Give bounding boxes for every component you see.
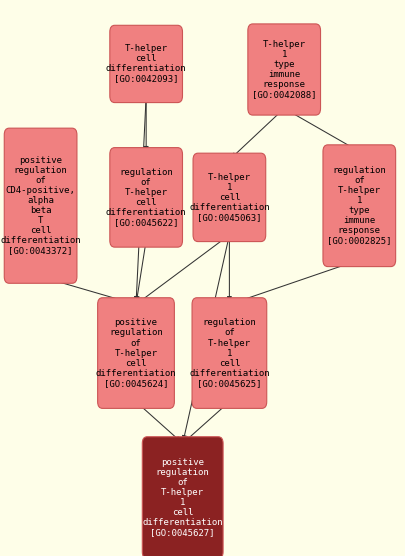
- Text: positive
regulation
of
T-helper
1
cell
differentiation
[GO:0045627]: positive regulation of T-helper 1 cell d…: [142, 458, 222, 537]
- Text: T-helper
1
cell
differentiation
[GO:0045063]: T-helper 1 cell differentiation [GO:0045…: [189, 173, 269, 222]
- FancyBboxPatch shape: [247, 24, 320, 115]
- FancyBboxPatch shape: [322, 145, 394, 267]
- Text: positive
regulation
of
T-helper
cell
differentiation
[GO:0045624]: positive regulation of T-helper cell dif…: [96, 319, 176, 388]
- FancyBboxPatch shape: [142, 437, 223, 556]
- Text: T-helper
1
type
immune
response
[GO:0042088]: T-helper 1 type immune response [GO:0042…: [252, 40, 315, 99]
- FancyBboxPatch shape: [192, 153, 265, 241]
- FancyBboxPatch shape: [4, 128, 77, 284]
- Text: T-helper
cell
differentiation
[GO:0042093]: T-helper cell differentiation [GO:004209…: [106, 44, 186, 83]
- FancyBboxPatch shape: [109, 25, 182, 102]
- FancyBboxPatch shape: [109, 148, 182, 247]
- Text: regulation
of
T-helper
1
type
immune
response
[GO:0002825]: regulation of T-helper 1 type immune res…: [326, 166, 390, 245]
- Text: regulation
of
T-helper
cell
differentiation
[GO:0045622]: regulation of T-helper cell differentiat…: [106, 168, 186, 227]
- Text: positive
regulation
of
CD4-positive,
alpha
beta
T
cell
differentiation
[GO:00433: positive regulation of CD4-positive, alp…: [0, 156, 81, 255]
- FancyBboxPatch shape: [192, 298, 266, 408]
- Text: regulation
of
T-helper
1
cell
differentiation
[GO:0045625]: regulation of T-helper 1 cell differenti…: [189, 319, 269, 388]
- FancyBboxPatch shape: [98, 298, 174, 408]
